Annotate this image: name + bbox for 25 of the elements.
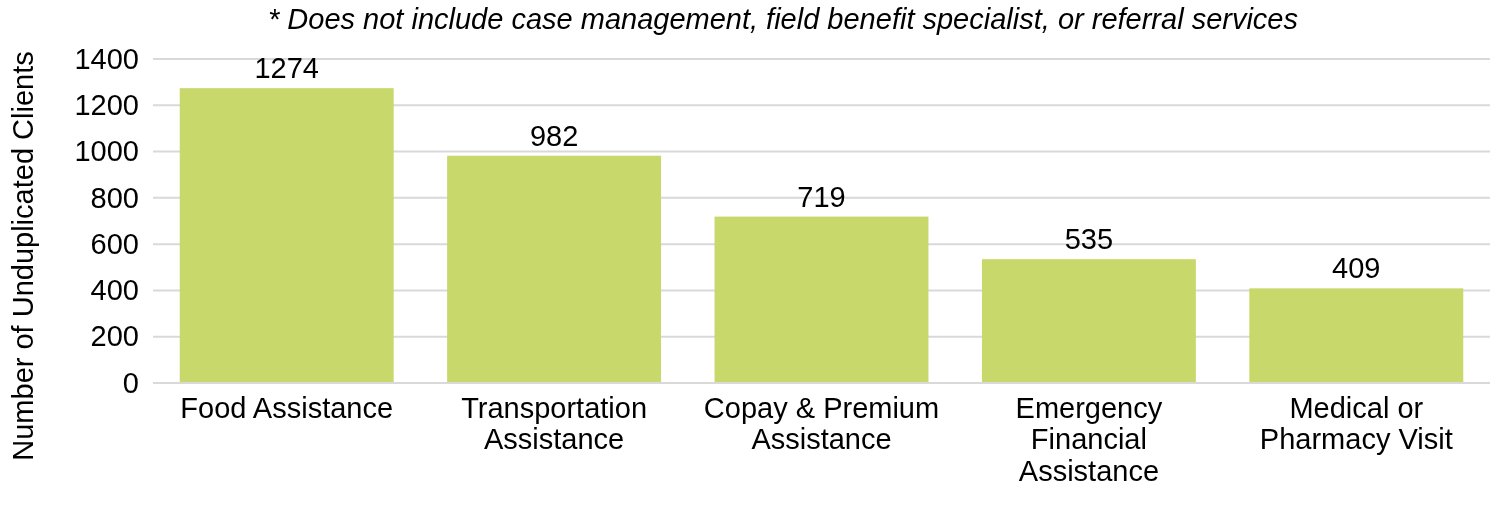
- y-tick-label: 1200: [74, 89, 139, 122]
- data-label: 535: [1064, 223, 1114, 256]
- data-label: 719: [797, 180, 846, 213]
- data-label: 1274: [254, 52, 319, 85]
- y-tick-label: 1000: [74, 135, 139, 168]
- bar: [447, 155, 662, 383]
- chart-title: * Does not include case management, field benefit specialist, or referral services: [267, 3, 1299, 35]
- y-tick-label: 200: [90, 320, 139, 353]
- x-tick-label: Transportation Assistance: [461, 391, 648, 456]
- y-tick-label: 400: [90, 274, 139, 307]
- bar: [714, 216, 929, 383]
- x-tick-label: Emergency Financial Assistance: [1015, 391, 1163, 488]
- y-tick-label: 1400: [74, 42, 139, 75]
- data-label: 409: [1332, 252, 1381, 285]
- x-tick-label: Copay & Premium Assistance: [703, 391, 940, 456]
- data-label: 982: [529, 119, 579, 152]
- y-axis-title: Number of Unduplicated Clients: [7, 51, 39, 461]
- y-tick-label: 800: [90, 181, 139, 214]
- bar: [981, 259, 1196, 383]
- y-tick-label: 0: [122, 366, 139, 399]
- y-tick-label: 600: [90, 227, 139, 260]
- x-tick-label: Food Assistance: [180, 391, 394, 424]
- x-tick-label: Medical or Pharmacy Visit: [1259, 391, 1453, 456]
- bar: [179, 88, 394, 383]
- bar: [1249, 288, 1464, 383]
